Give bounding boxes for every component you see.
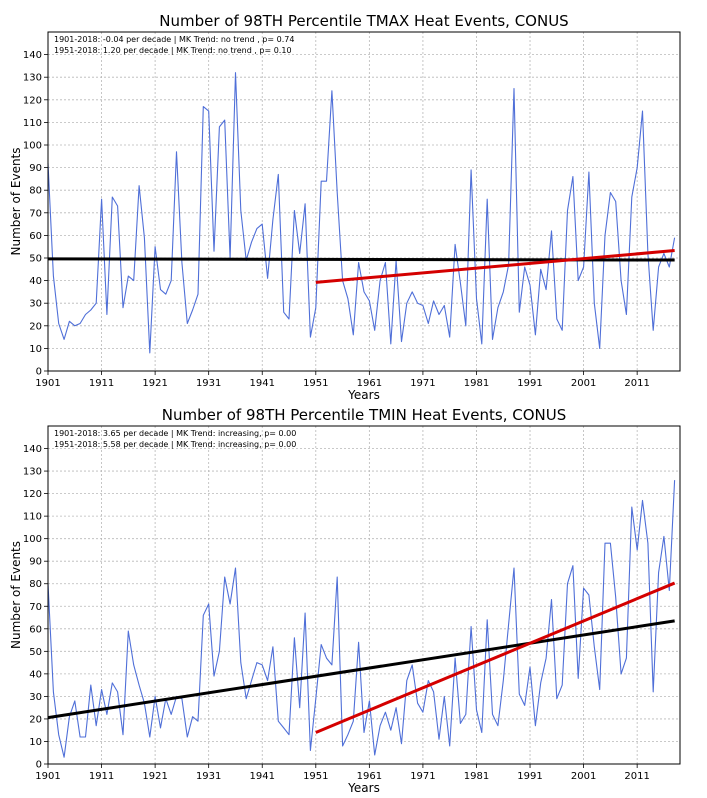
- y-tick-label: 110: [23, 512, 42, 523]
- y-tick-label: 120: [23, 95, 42, 106]
- trend-annotation: 1951-2018: 1.20 per decade | MK Trend: n…: [54, 46, 292, 55]
- series-line: [47, 480, 676, 758]
- y-tick-label: 90: [29, 163, 42, 174]
- y-tick-label: 40: [29, 669, 42, 680]
- y-tick-label: 100: [23, 534, 42, 545]
- trend-line-1901: [47, 619, 675, 720]
- y-tick-label: 130: [23, 467, 42, 478]
- x-tick-label: 1971: [410, 378, 435, 389]
- x-tick-label: 1941: [250, 378, 275, 389]
- chart-panel-2: Number of 98TH Percentile TMIN Heat Even…: [9, 406, 681, 795]
- y-axis-label: Number of Events: [9, 147, 23, 255]
- y-tick-label: 50: [29, 254, 42, 265]
- x-tick-label: 2001: [571, 378, 596, 389]
- x-tick-label: 1981: [464, 378, 489, 389]
- x-axis-label: Years: [347, 388, 380, 402]
- chart-panel-1: Number of 98TH Percentile TMAX Heat Even…: [9, 12, 681, 402]
- y-tick-label: 30: [29, 299, 42, 310]
- x-tick-label: 1911: [89, 378, 114, 389]
- y-tick-label: 60: [29, 231, 42, 242]
- x-tick-label: 2011: [624, 378, 649, 389]
- y-tick-label: 140: [23, 444, 42, 455]
- x-tick-label: 1961: [357, 771, 382, 782]
- y-tick-label: 140: [23, 50, 42, 61]
- x-tick-label: 2001: [571, 771, 596, 782]
- y-tick-label: 70: [29, 208, 42, 219]
- x-tick-label: 1961: [357, 378, 382, 389]
- y-tick-label: 30: [29, 692, 42, 703]
- trend-annotation: 1901-2018: -0.04 per decade | MK Trend: …: [54, 35, 294, 44]
- x-tick-label: 1941: [250, 771, 275, 782]
- x-tick-label: 1951: [303, 378, 328, 389]
- x-tick-label: 1991: [517, 771, 542, 782]
- y-tick-label: 80: [29, 579, 42, 590]
- y-tick-label: 10: [29, 344, 42, 355]
- x-tick-label: 1901: [35, 378, 60, 389]
- x-tick-label: 1911: [89, 771, 114, 782]
- y-tick-label: 90: [29, 557, 42, 568]
- y-tick-label: 50: [29, 647, 42, 658]
- y-tick-label: 110: [23, 118, 42, 129]
- y-tick-label: 130: [23, 73, 42, 84]
- x-tick-label: 1931: [196, 771, 221, 782]
- x-tick-label: 2011: [624, 771, 649, 782]
- y-tick-label: 60: [29, 624, 42, 635]
- x-tick-label: 1971: [410, 771, 435, 782]
- plot-frame: [47, 425, 681, 765]
- x-tick-label: 1931: [196, 378, 221, 389]
- y-tick-label: 120: [23, 489, 42, 500]
- trend-annotation: 1951-2018: 5.58 per decade | MK Trend: i…: [54, 440, 296, 449]
- y-tick-label: 20: [29, 321, 42, 332]
- y-tick-label: 10: [29, 737, 42, 748]
- y-tick-label: 0: [36, 367, 42, 378]
- x-tick-label: 1921: [142, 378, 167, 389]
- y-tick-label: 20: [29, 714, 42, 725]
- x-tick-label: 1981: [464, 771, 489, 782]
- trend-annotation: 1901-2018: 3.65 per decade | MK Trend: i…: [54, 429, 296, 438]
- x-tick-label: 1901: [35, 771, 60, 782]
- chart-title: Number of 98TH Percentile TMAX Heat Even…: [159, 12, 568, 30]
- y-tick-label: 100: [23, 141, 42, 152]
- y-tick-label: 40: [29, 276, 42, 287]
- y-tick-label: 80: [29, 186, 42, 197]
- trend-line-1951: [315, 581, 676, 734]
- x-tick-label: 1951: [303, 771, 328, 782]
- x-tick-label: 1991: [517, 378, 542, 389]
- y-axis-label: Number of Events: [9, 541, 23, 649]
- y-tick-label: 70: [29, 602, 42, 613]
- trend-line-1951: [315, 249, 675, 284]
- x-tick-label: 1921: [142, 771, 167, 782]
- plot-frame: [47, 31, 681, 372]
- x-axis-label: Years: [347, 781, 380, 795]
- chart-title: Number of 98TH Percentile TMIN Heat Even…: [162, 406, 567, 424]
- y-tick-label: 0: [36, 760, 42, 771]
